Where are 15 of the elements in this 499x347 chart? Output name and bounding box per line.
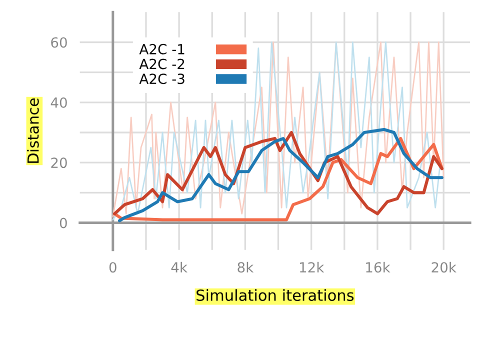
x-tick-label: 4k	[171, 262, 188, 272]
legend-label: A2C -1	[139, 44, 184, 54]
x-tick-label: 12k	[300, 262, 324, 272]
x-tick-label: 0	[109, 262, 116, 273]
x-tick-label: 20k	[432, 262, 456, 273]
y-tick-label: 20	[51, 158, 67, 168]
x-tick-label: 16k	[366, 262, 390, 273]
x-axis-title: Simulation iterations	[196, 289, 354, 301]
y-tick-label: 40	[50, 97, 67, 108]
y-tick-label: 60	[51, 37, 67, 48]
y-axis-title: Distance	[27, 98, 39, 163]
legend-label: A2C -3	[139, 74, 184, 84]
x-tick-label: 8k	[238, 262, 254, 273]
legend-label: A2C -2	[139, 58, 184, 70]
y-tick-label: 0	[60, 218, 67, 228]
